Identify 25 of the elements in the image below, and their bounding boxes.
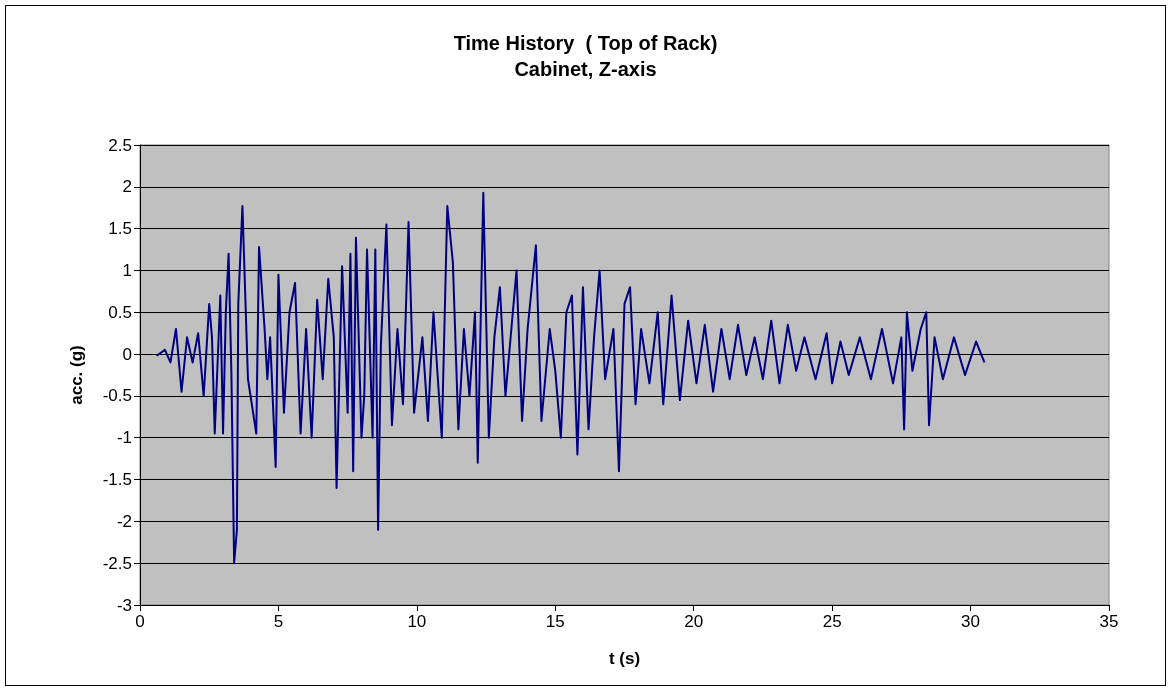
y-tick-label: 2.5: [108, 135, 132, 155]
x-tick-label: 25: [822, 612, 842, 631]
y-tick-label: 2: [122, 177, 132, 197]
x-tick-label: 15: [545, 612, 565, 631]
y-tick-label: -3: [116, 595, 132, 615]
y-tick-label: -0.5: [102, 386, 132, 406]
y-tick-label: -1.5: [102, 470, 132, 490]
x-tick-label: 20: [684, 612, 704, 631]
y-tick-label: 1: [122, 260, 132, 280]
y-tick-label: 1.5: [108, 219, 132, 239]
x-tick-label: 5: [273, 612, 284, 631]
line-series: [155, 191, 986, 565]
x-tick-label: 35: [1099, 612, 1119, 631]
x-axis-title: t (s): [608, 649, 641, 668]
y-tick-label: -2: [116, 511, 132, 531]
y-axis-title: acc. (g): [67, 345, 86, 405]
y-tick-label: 0: [122, 344, 132, 364]
x-tick-label: 0: [135, 612, 145, 631]
chart-subtitle: Cabinet, Z-axis: [514, 58, 657, 80]
y-tick-label: 0.5: [108, 302, 132, 322]
chart-title: Time History ( Top of Rack): [453, 32, 718, 54]
x-tick-label: 10: [407, 612, 427, 631]
x-tick-label: 30: [961, 612, 981, 631]
y-tick-label: -1: [116, 428, 132, 448]
y-tick-label: -2.5: [102, 553, 132, 573]
